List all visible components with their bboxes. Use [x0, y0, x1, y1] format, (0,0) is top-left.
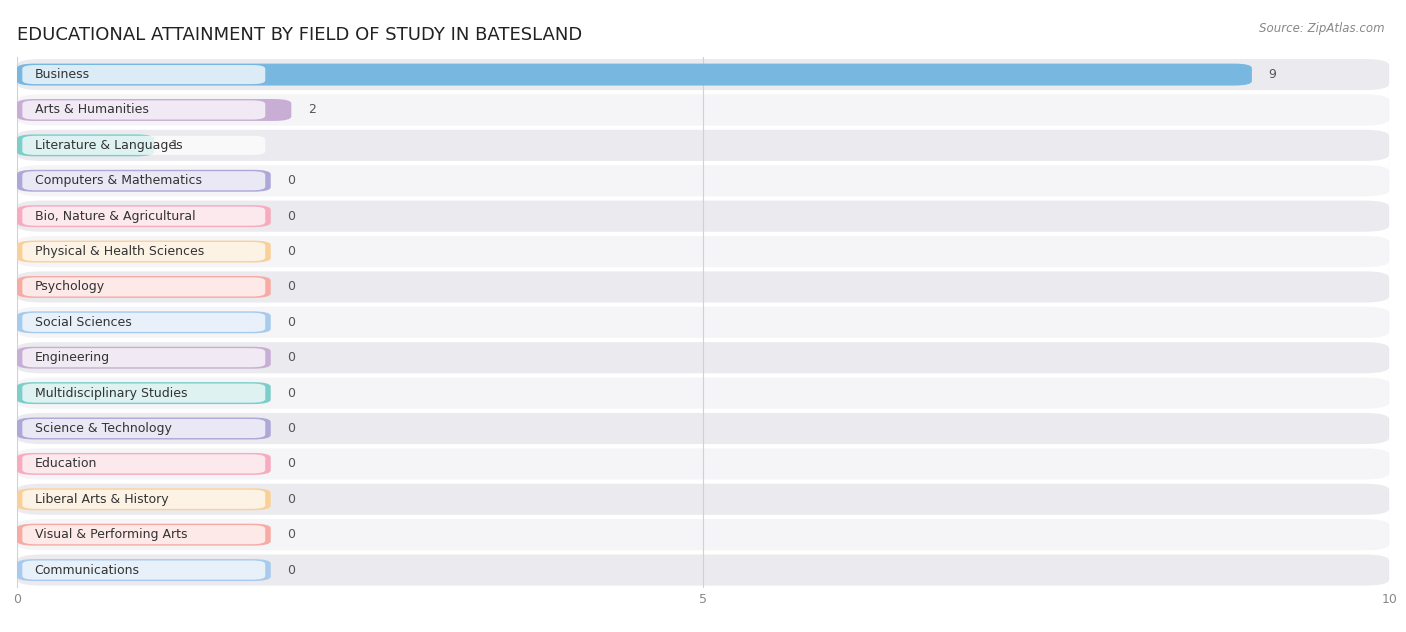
FancyBboxPatch shape	[17, 453, 271, 475]
Text: Liberal Arts & History: Liberal Arts & History	[35, 493, 169, 506]
Text: 2: 2	[308, 104, 316, 116]
FancyBboxPatch shape	[17, 418, 271, 439]
Text: 0: 0	[287, 210, 295, 222]
FancyBboxPatch shape	[17, 59, 1389, 90]
Text: 0: 0	[287, 564, 295, 576]
FancyBboxPatch shape	[22, 490, 266, 509]
FancyBboxPatch shape	[22, 136, 266, 155]
Text: Education: Education	[35, 458, 97, 470]
FancyBboxPatch shape	[17, 99, 291, 121]
Text: 0: 0	[287, 422, 295, 435]
FancyBboxPatch shape	[17, 241, 271, 262]
FancyBboxPatch shape	[22, 277, 266, 296]
Text: 0: 0	[287, 528, 295, 541]
Text: 0: 0	[287, 493, 295, 506]
FancyBboxPatch shape	[17, 200, 1389, 232]
Text: Engineering: Engineering	[35, 351, 110, 364]
FancyBboxPatch shape	[17, 276, 271, 298]
Text: Source: ZipAtlas.com: Source: ZipAtlas.com	[1260, 22, 1385, 35]
Text: Arts & Humanities: Arts & Humanities	[35, 104, 149, 116]
Text: 0: 0	[287, 245, 295, 258]
FancyBboxPatch shape	[22, 561, 266, 580]
FancyBboxPatch shape	[17, 312, 271, 333]
FancyBboxPatch shape	[17, 413, 1389, 444]
FancyBboxPatch shape	[17, 135, 155, 156]
FancyBboxPatch shape	[22, 171, 266, 190]
Text: Physical & Health Sciences: Physical & Health Sciences	[35, 245, 204, 258]
FancyBboxPatch shape	[22, 454, 266, 473]
Text: 0: 0	[287, 387, 295, 399]
Text: Multidisciplinary Studies: Multidisciplinary Studies	[35, 387, 187, 399]
FancyBboxPatch shape	[17, 342, 1389, 374]
FancyBboxPatch shape	[22, 384, 266, 403]
Text: Bio, Nature & Agricultural: Bio, Nature & Agricultural	[35, 210, 195, 222]
Text: 0: 0	[287, 281, 295, 293]
FancyBboxPatch shape	[17, 130, 1389, 161]
FancyBboxPatch shape	[22, 313, 266, 332]
FancyBboxPatch shape	[17, 483, 1389, 515]
Text: EDUCATIONAL ATTAINMENT BY FIELD OF STUDY IN BATESLAND: EDUCATIONAL ATTAINMENT BY FIELD OF STUDY…	[17, 26, 582, 44]
FancyBboxPatch shape	[17, 165, 1389, 197]
Text: Computers & Mathematics: Computers & Mathematics	[35, 174, 201, 187]
FancyBboxPatch shape	[22, 348, 266, 367]
FancyBboxPatch shape	[17, 519, 1389, 550]
Text: Science & Technology: Science & Technology	[35, 422, 172, 435]
FancyBboxPatch shape	[17, 94, 1389, 126]
FancyBboxPatch shape	[17, 271, 1389, 303]
FancyBboxPatch shape	[22, 419, 266, 438]
FancyBboxPatch shape	[22, 525, 266, 544]
FancyBboxPatch shape	[22, 207, 266, 226]
FancyBboxPatch shape	[17, 236, 1389, 267]
FancyBboxPatch shape	[17, 377, 1389, 409]
FancyBboxPatch shape	[17, 347, 271, 368]
Text: Social Sciences: Social Sciences	[35, 316, 132, 329]
Text: Psychology: Psychology	[35, 281, 105, 293]
FancyBboxPatch shape	[17, 170, 271, 191]
Text: 0: 0	[287, 174, 295, 187]
FancyBboxPatch shape	[22, 65, 266, 84]
FancyBboxPatch shape	[17, 489, 271, 510]
FancyBboxPatch shape	[17, 205, 271, 227]
FancyBboxPatch shape	[17, 559, 271, 581]
FancyBboxPatch shape	[17, 524, 271, 545]
Text: 0: 0	[287, 316, 295, 329]
Text: Visual & Performing Arts: Visual & Performing Arts	[35, 528, 187, 541]
FancyBboxPatch shape	[17, 448, 1389, 480]
Text: 1: 1	[170, 139, 179, 152]
FancyBboxPatch shape	[17, 554, 1389, 586]
Text: Literature & Languages: Literature & Languages	[35, 139, 183, 152]
Text: Business: Business	[35, 68, 90, 81]
FancyBboxPatch shape	[22, 100, 266, 119]
Text: 9: 9	[1268, 68, 1277, 81]
Text: 0: 0	[287, 351, 295, 364]
FancyBboxPatch shape	[17, 64, 1251, 85]
Text: 0: 0	[287, 458, 295, 470]
FancyBboxPatch shape	[22, 242, 266, 261]
FancyBboxPatch shape	[17, 382, 271, 404]
FancyBboxPatch shape	[17, 307, 1389, 338]
Text: Communications: Communications	[35, 564, 139, 576]
